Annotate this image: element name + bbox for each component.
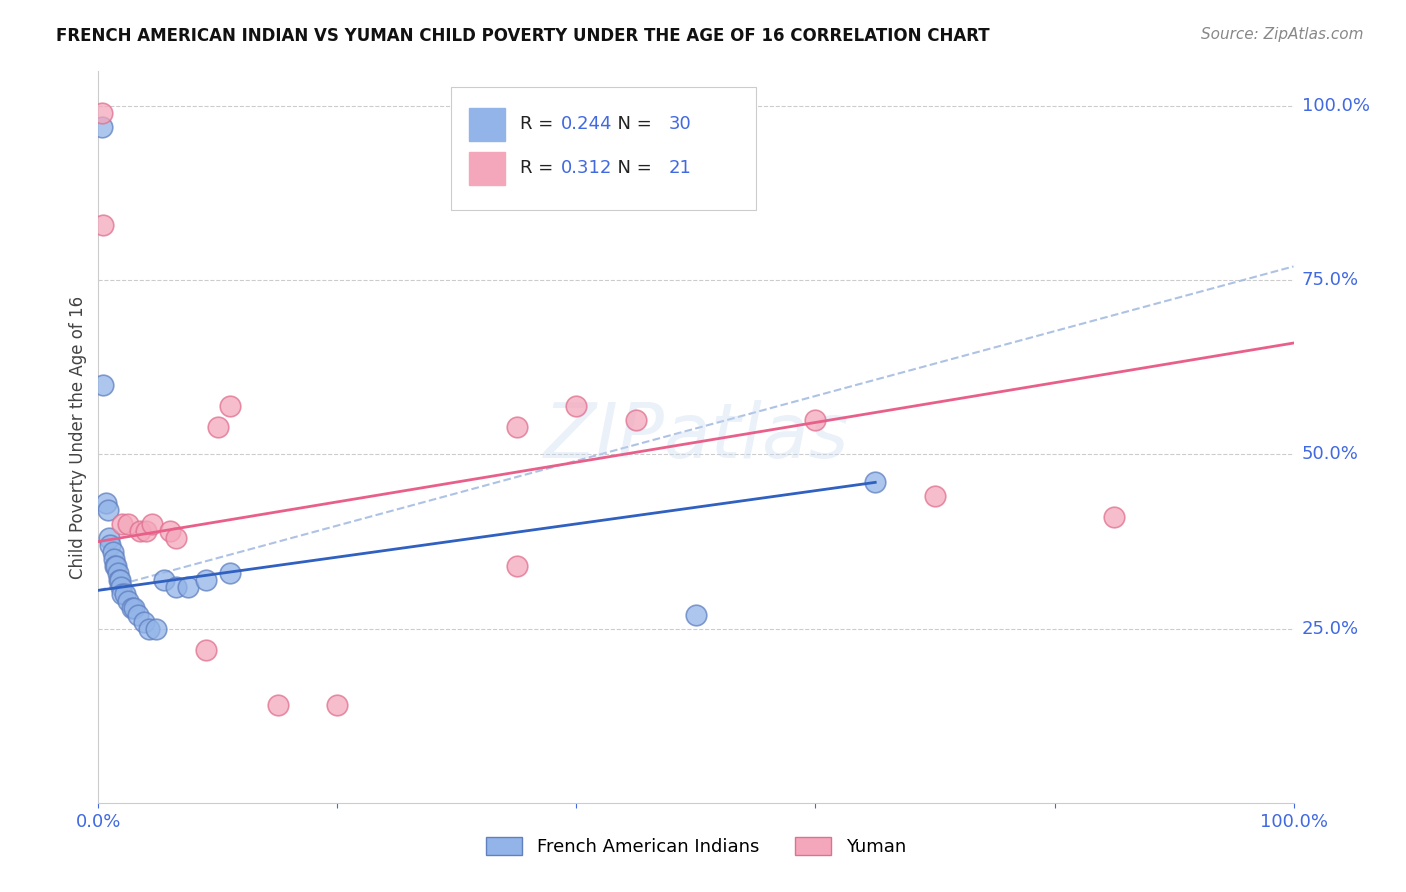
Point bbox=[165, 580, 187, 594]
Point bbox=[104, 558, 127, 573]
Text: R =: R = bbox=[520, 159, 560, 177]
Point bbox=[207, 419, 229, 434]
Text: N =: N = bbox=[606, 115, 658, 133]
Text: Source: ZipAtlas.com: Source: ZipAtlas.com bbox=[1201, 27, 1364, 42]
Point bbox=[117, 594, 139, 608]
Text: 25.0%: 25.0% bbox=[1302, 620, 1360, 638]
Point bbox=[132, 615, 155, 629]
Point bbox=[219, 399, 242, 413]
Y-axis label: Child Poverty Under the Age of 16: Child Poverty Under the Age of 16 bbox=[69, 295, 87, 579]
FancyBboxPatch shape bbox=[451, 87, 756, 211]
Text: 100.0%: 100.0% bbox=[1302, 97, 1369, 115]
Point bbox=[145, 622, 167, 636]
Point bbox=[111, 517, 134, 532]
Point bbox=[124, 600, 146, 615]
Point bbox=[506, 419, 529, 434]
Point bbox=[107, 573, 129, 587]
Point bbox=[91, 218, 114, 232]
Point bbox=[153, 573, 176, 587]
Point bbox=[103, 552, 125, 566]
Text: 0.244: 0.244 bbox=[561, 115, 613, 133]
Point bbox=[177, 580, 200, 594]
Point bbox=[110, 580, 132, 594]
Point bbox=[105, 558, 128, 573]
Point bbox=[121, 600, 143, 615]
Point bbox=[107, 566, 129, 580]
Point bbox=[135, 524, 157, 538]
Point bbox=[141, 517, 163, 532]
Point bbox=[195, 642, 218, 657]
Text: ZIPatlas: ZIPatlas bbox=[543, 401, 849, 474]
Point bbox=[114, 587, 136, 601]
Point bbox=[924, 489, 946, 503]
Point bbox=[267, 698, 290, 713]
Text: FRENCH AMERICAN INDIAN VS YUMAN CHILD POVERTY UNDER THE AGE OF 16 CORRELATION CH: FRENCH AMERICAN INDIAN VS YUMAN CHILD PO… bbox=[56, 27, 990, 45]
Point bbox=[219, 566, 242, 580]
Point bbox=[98, 538, 122, 552]
Point bbox=[98, 531, 121, 545]
Point bbox=[101, 545, 124, 559]
Text: 30: 30 bbox=[668, 115, 692, 133]
Point bbox=[626, 412, 648, 426]
Text: 75.0%: 75.0% bbox=[1302, 271, 1360, 289]
Point bbox=[159, 524, 181, 538]
Text: R =: R = bbox=[520, 115, 560, 133]
Text: 21: 21 bbox=[668, 159, 692, 177]
Point bbox=[91, 120, 114, 134]
Point bbox=[165, 531, 187, 545]
Point bbox=[127, 607, 149, 622]
Point bbox=[117, 517, 139, 532]
Bar bbox=[470, 108, 505, 141]
Point bbox=[94, 496, 117, 510]
Point bbox=[138, 622, 160, 636]
Point bbox=[91, 106, 114, 120]
Text: 50.0%: 50.0% bbox=[1302, 445, 1358, 464]
Point bbox=[685, 607, 707, 622]
Point bbox=[865, 475, 887, 490]
Point bbox=[565, 399, 588, 413]
Text: 0.312: 0.312 bbox=[561, 159, 612, 177]
Point bbox=[506, 558, 529, 573]
Text: N =: N = bbox=[606, 159, 658, 177]
Point bbox=[111, 587, 134, 601]
Point bbox=[97, 503, 120, 517]
Legend: French American Indians, Yuman: French American Indians, Yuman bbox=[479, 830, 912, 863]
Point bbox=[804, 412, 827, 426]
Point bbox=[326, 698, 349, 713]
Point bbox=[91, 377, 114, 392]
Point bbox=[1104, 510, 1126, 524]
Bar bbox=[470, 152, 505, 185]
Point bbox=[195, 573, 218, 587]
Point bbox=[108, 573, 131, 587]
Point bbox=[129, 524, 152, 538]
